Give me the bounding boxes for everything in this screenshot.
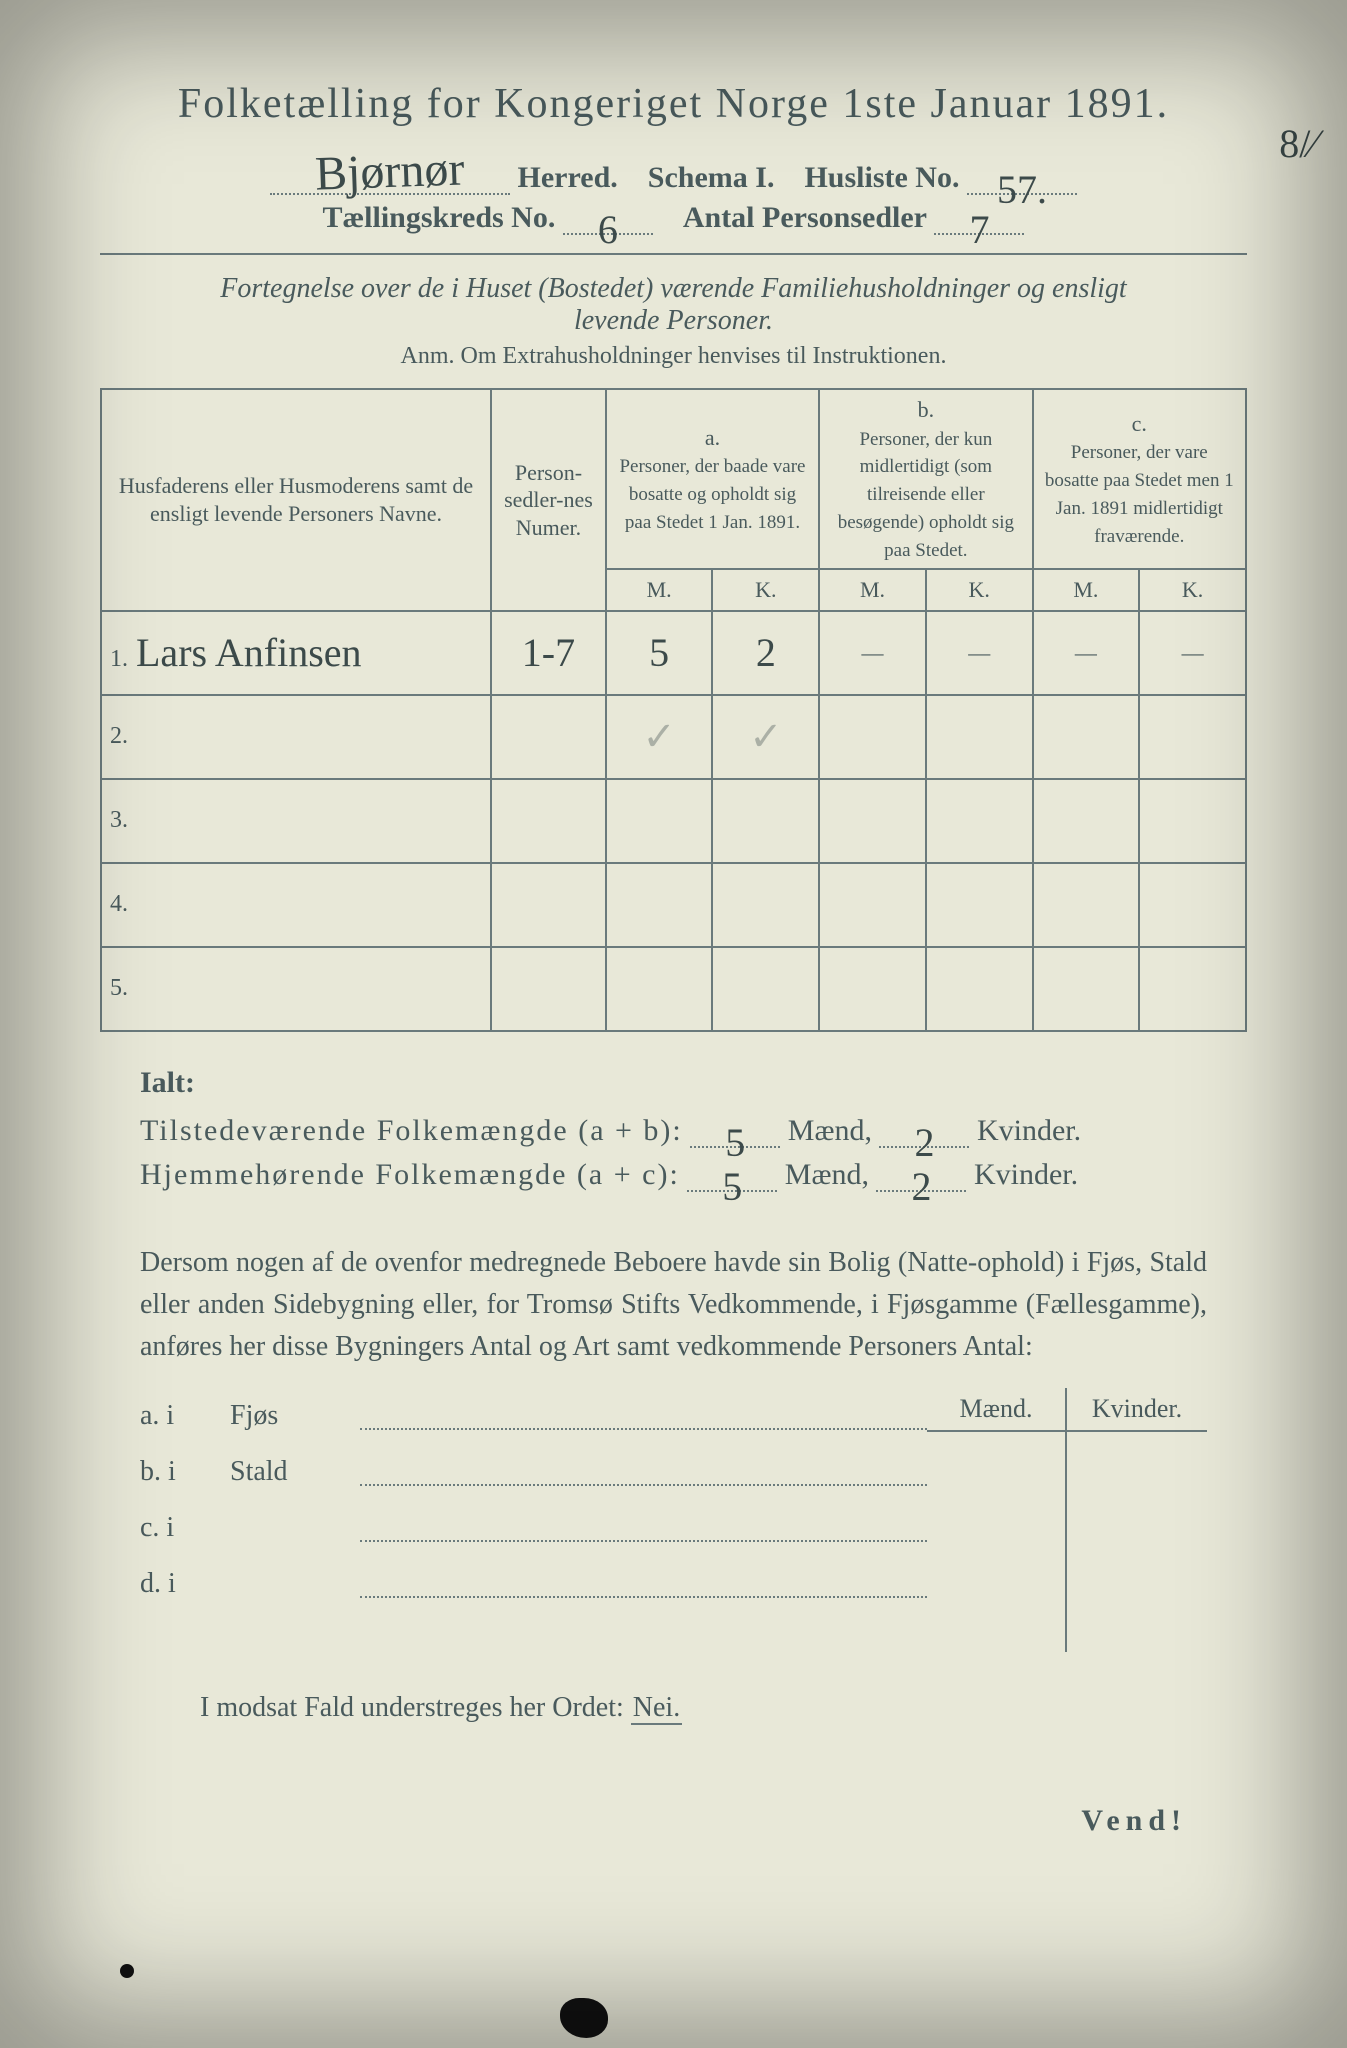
building-subtable: a. iFjøs b. iStald c. i d. i Mænd. Kvind… bbox=[140, 1388, 1207, 1652]
kreds-row: Tællingskreds No. 6 Antal Personsedler 7 bbox=[100, 201, 1247, 235]
personsedler-label: Antal Personsedler bbox=[683, 201, 927, 234]
rule-1 bbox=[100, 253, 1247, 255]
building-mk-columns: Mænd. Kvinder. bbox=[927, 1388, 1207, 1652]
ink-blot bbox=[120, 1964, 134, 1978]
husliste-label: Husliste No. bbox=[804, 161, 959, 194]
vend-label: Vend! bbox=[100, 1804, 1187, 1838]
table-row: 2. ✓ ✓ bbox=[101, 695, 1246, 779]
th-b-m: M. bbox=[819, 569, 926, 611]
table-row: 1.Lars Anfinsen 1-7 5 2 — — — — bbox=[101, 611, 1246, 695]
anm-note: Anm. Om Extrahusholdninger henvises til … bbox=[100, 343, 1247, 370]
table-row: 4. bbox=[101, 863, 1246, 947]
ialt-label: Ialt: bbox=[140, 1066, 1247, 1100]
th-a-m: M. bbox=[606, 569, 713, 611]
kreds-no-field: 6 bbox=[563, 202, 653, 235]
husliste-no-field: 57. bbox=[967, 162, 1077, 195]
explanatory-paragraph: Dersom nogen af de ovenfor medregnede Be… bbox=[140, 1242, 1207, 1368]
sub-maend-header: Mænd. bbox=[927, 1388, 1067, 1430]
herred-name-field: Bjørnør bbox=[270, 138, 510, 195]
margin-note: 8/⁄ bbox=[1279, 120, 1317, 167]
census-form-page: 8/⁄ Folketælling for Kongeriget Norge 1s… bbox=[0, 0, 1347, 2048]
schema-label: Schema I. bbox=[648, 161, 775, 194]
personsedler-hand: 7 bbox=[969, 206, 989, 253]
herred-row: Bjørnør Herred. Schema I. Husliste No. 5… bbox=[100, 138, 1247, 195]
th-numer: Person-sedler-nes Numer. bbox=[491, 389, 606, 611]
resident-total-line: Hjemmehørende Folkemængde (a + c): 5 Mæn… bbox=[140, 1158, 1247, 1192]
th-a: a. Personer, der baade vare bosatte og o… bbox=[606, 389, 819, 569]
household-table: Husfaderens eller Husmoderens samt de en… bbox=[100, 388, 1247, 1032]
th-names: Husfaderens eller Husmoderens samt de en… bbox=[101, 389, 491, 611]
table-row: 5. bbox=[101, 947, 1246, 1031]
ink-blot bbox=[560, 1998, 608, 2038]
th-b-k: K. bbox=[926, 569, 1033, 611]
th-c-k: K. bbox=[1139, 569, 1246, 611]
nei-line: I modsat Fald understreges her Ordet: Ne… bbox=[200, 1692, 1207, 1724]
table-head: Husfaderens eller Husmoderens samt de en… bbox=[101, 389, 1246, 611]
kreds-no-hand: 6 bbox=[598, 206, 618, 253]
page-title: Folketælling for Kongeriget Norge 1ste J… bbox=[100, 80, 1247, 128]
subtitle: Fortegnelse over de i Huset (Bostedet) v… bbox=[100, 273, 1247, 337]
present-total-line: Tilstedeværende Folkemængde (a + b): 5 M… bbox=[140, 1114, 1247, 1148]
herred-name-hand: Bjørnør bbox=[314, 141, 465, 201]
herred-label: Herred. bbox=[518, 161, 618, 194]
th-a-k: K. bbox=[712, 569, 819, 611]
nei-word: Nei. bbox=[631, 1692, 682, 1725]
th-b: b. Personer, der kun midlertidigt (som t… bbox=[819, 389, 1032, 569]
table-row: 3. bbox=[101, 779, 1246, 863]
sub-kvinder-header: Kvinder. bbox=[1067, 1388, 1207, 1430]
personsedler-field: 7 bbox=[934, 202, 1024, 235]
table-body: 1.Lars Anfinsen 1-7 5 2 — — — — 2. ✓ ✓ 3… bbox=[101, 611, 1246, 1031]
kreds-label: Tællingskreds No. bbox=[323, 201, 556, 234]
building-rows: a. iFjøs b. iStald c. i d. i bbox=[140, 1388, 927, 1612]
th-c: c. Personer, der vare bosatte paa Stedet… bbox=[1033, 389, 1246, 569]
th-c-m: M. bbox=[1033, 569, 1140, 611]
